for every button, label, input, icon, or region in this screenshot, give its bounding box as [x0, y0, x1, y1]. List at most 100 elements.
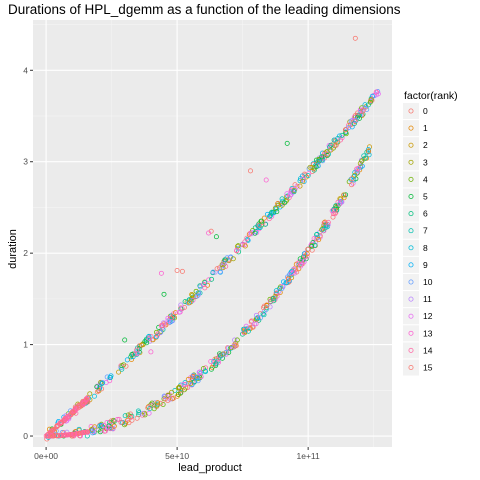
data-point — [353, 118, 359, 124]
data-point — [351, 121, 357, 126]
data-point — [297, 256, 303, 262]
data-point — [178, 302, 184, 308]
data-point — [235, 243, 241, 249]
legend-key-3 — [408, 159, 414, 165]
data-point — [260, 305, 266, 311]
data-point — [285, 276, 291, 282]
data-point — [273, 290, 279, 296]
data-point — [213, 234, 219, 240]
data-point — [373, 89, 379, 95]
data-point — [221, 260, 227, 266]
data-point — [194, 374, 200, 380]
data-point — [203, 369, 208, 375]
data-point — [284, 191, 290, 197]
data-point — [123, 363, 129, 369]
data-point — [279, 196, 285, 202]
data-point — [140, 410, 146, 416]
data-point — [158, 400, 164, 406]
data-point — [337, 201, 343, 207]
data-point — [108, 426, 113, 432]
data-point — [162, 396, 168, 402]
data-point — [241, 326, 246, 332]
data-point — [291, 189, 297, 195]
data-point — [171, 395, 177, 401]
data-point — [300, 176, 306, 182]
data-point — [286, 195, 292, 201]
legend-key-9 — [408, 262, 414, 268]
data-point — [62, 432, 68, 438]
chart-title: Durations of HPL_dgemm as a function of … — [8, 2, 401, 17]
data-point — [297, 183, 303, 189]
data-point — [265, 211, 270, 217]
data-point — [269, 209, 275, 215]
data-point — [245, 328, 251, 334]
data-point — [242, 243, 248, 249]
data-point — [330, 211, 336, 217]
data-point — [122, 422, 127, 428]
data-point — [149, 400, 155, 406]
data-point — [188, 381, 194, 387]
data-point — [276, 289, 282, 295]
data-point — [122, 413, 128, 419]
data-point — [148, 349, 154, 355]
data-point — [70, 408, 76, 414]
legend-label-10: 10 — [423, 277, 433, 287]
data-point — [319, 154, 325, 160]
data-point — [193, 288, 199, 294]
data-point — [190, 373, 196, 378]
data-point — [118, 419, 124, 425]
data-point — [129, 357, 134, 362]
data-point — [165, 318, 171, 324]
data-point — [111, 423, 117, 429]
data-point — [210, 269, 216, 275]
data-point — [170, 313, 176, 319]
x-axis-ticks: 0e+00 5e+10 1e+11 — [34, 447, 320, 461]
data-point — [274, 293, 280, 299]
data-point — [165, 392, 171, 398]
data-point — [262, 221, 268, 227]
data-point — [261, 215, 267, 221]
data-point — [367, 99, 373, 105]
legend-key-15 — [408, 365, 414, 370]
data-point — [49, 428, 55, 434]
data-point — [49, 427, 55, 433]
data-point — [357, 167, 363, 173]
data-point — [243, 323, 249, 329]
data-point — [333, 142, 339, 148]
legend-key-background — [403, 171, 419, 188]
x-tick-label: 5e+10 — [165, 451, 189, 461]
legend-key-background — [403, 291, 419, 308]
data-point — [234, 337, 240, 343]
data-point — [314, 231, 320, 237]
data-point — [160, 402, 166, 407]
data-point — [255, 315, 260, 321]
data-point — [176, 309, 182, 315]
data-point — [151, 406, 157, 412]
data-point — [76, 404, 82, 410]
data-point — [153, 334, 159, 340]
legend-key-8 — [408, 245, 414, 251]
data-point — [295, 260, 301, 266]
data-point — [217, 269, 223, 275]
data-point — [338, 137, 343, 143]
data-point — [298, 263, 304, 269]
legend-key-13 — [408, 330, 414, 336]
data-point — [228, 345, 234, 351]
data-point — [51, 433, 57, 439]
data-point — [134, 415, 140, 421]
data-point — [313, 236, 319, 242]
data-point — [195, 378, 201, 384]
legend-key-10 — [408, 279, 414, 285]
data-point — [220, 265, 226, 271]
legend-key-14 — [408, 347, 414, 353]
data-point — [192, 378, 198, 384]
data-point — [158, 329, 164, 335]
data-point — [322, 219, 328, 225]
data-point — [142, 410, 148, 416]
data-point — [249, 318, 255, 324]
data-point — [147, 336, 152, 342]
legend-label-14: 14 — [423, 345, 433, 355]
data-point — [339, 132, 345, 138]
data-point — [76, 402, 82, 408]
